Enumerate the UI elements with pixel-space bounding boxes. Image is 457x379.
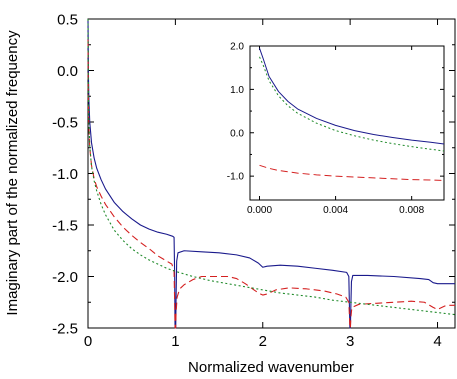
main-y-tick-label: 0.0	[57, 63, 78, 80]
main-chart: 0 1 2 3 4 0.5 0.0 -0.5 -1.0 -1.5 -2.0 -2.5 Normaliz…	[4, 11, 456, 376]
inset-x-tick-label: 0.008	[399, 205, 424, 216]
main-y-tick-label: 0.5	[57, 11, 78, 28]
inset-series-dashed-line	[259, 164, 445, 181]
inset-chart: 0.000 0.004 0.008 2.0 1.0 0.0 -1.0	[227, 42, 445, 217]
inset-series	[259, 48, 445, 181]
main-x-tick-label: 2	[259, 333, 267, 350]
main-y-tick-label: -0.5	[52, 114, 78, 131]
main-x-tick-label: 1	[171, 333, 179, 350]
main-series-solid-line	[87, 18, 455, 329]
main-y-tick-label: -2.5	[52, 320, 78, 337]
x-axis-label: Normalized wavenumber	[188, 359, 354, 376]
main-tick-labels: 0 1 2 3 4 0.5 0.0 -0.5 -1.0 -1.5 -2.0 -2.5	[52, 11, 442, 350]
main-y-tick-label: -1.0	[52, 166, 78, 183]
main-y-tick-label: -2.0	[52, 269, 78, 286]
inset-y-tick-label: 0.0	[230, 128, 244, 139]
main-x-tick-label: 4	[433, 333, 441, 350]
main-series	[87, 18, 456, 329]
inset-tick-labels: 0.000 0.004 0.008 2.0 1.0 0.0 -1.0	[227, 42, 425, 217]
inset-plot-frame	[249, 45, 445, 201]
inset-x-tick-label: 0.004	[323, 205, 348, 216]
inset-y-tick-label: -1.0	[227, 172, 245, 183]
inset-y-tick-label: 1.0	[230, 85, 244, 96]
main-x-tick-label: 0	[84, 333, 92, 350]
main-x-tick-label: 3	[346, 333, 354, 350]
inset-series-dotted-line	[259, 56, 445, 152]
inset-x-tick-label: 0.000	[247, 205, 272, 216]
main-series-dashed-line	[87, 39, 455, 329]
inset-ticks	[250, 45, 444, 200]
main-ticks	[87, 18, 455, 329]
inset-series-solid-line	[259, 48, 445, 145]
inset-y-tick-label: 2.0	[230, 42, 244, 53]
main-y-tick-label: -1.5	[52, 217, 78, 234]
y-axis-label: Imaginary part of the normalized frequen…	[4, 30, 21, 316]
